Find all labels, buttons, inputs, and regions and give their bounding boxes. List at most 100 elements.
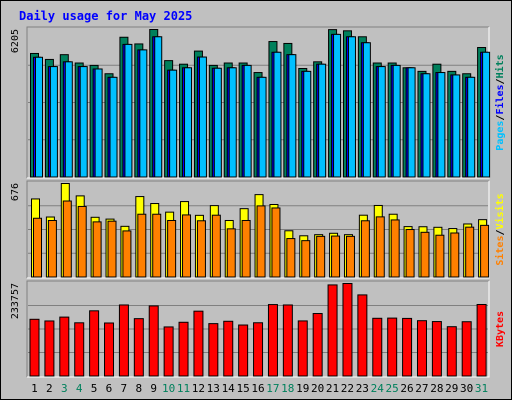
bottom-legend-item-1: KBytes	[495, 311, 506, 347]
pages-bar-5	[94, 68, 103, 178]
pages-bar-11	[184, 67, 193, 178]
middle-max-label: 676	[10, 183, 21, 201]
sites-bar-19	[301, 240, 311, 278]
pages-bar-15	[243, 64, 252, 178]
sites-bar-17	[271, 207, 281, 278]
middle-legend-item-1: Sites	[494, 236, 506, 266]
kbytes-bar-9	[148, 305, 159, 377]
day-label-2: 2	[46, 382, 53, 395]
sites-bar-12	[196, 220, 206, 278]
kbytes-bar-16	[253, 322, 264, 377]
sites-bar-29	[450, 232, 460, 278]
kbytes-bar-24	[372, 317, 383, 377]
pages-bar-6	[109, 76, 118, 178]
sites-bar-18	[286, 238, 296, 278]
kbytes-bar-2	[44, 320, 55, 377]
kbytes-bar-21	[327, 284, 338, 377]
kbytes-bar-13	[208, 323, 219, 377]
kbytes-bar-6	[104, 322, 115, 377]
pages-bar-21	[333, 33, 342, 178]
day-label-25: 25	[386, 382, 399, 395]
sites-bar-31	[480, 224, 490, 278]
middle-legend-item-3: Visits	[494, 193, 506, 229]
sites-bar-2	[47, 219, 57, 278]
bottom-legend: KBytes	[495, 311, 506, 347]
sites-bar-20	[316, 235, 326, 278]
day-label-7: 7	[121, 382, 128, 395]
day-label-30: 30	[460, 382, 473, 395]
top-legend-item-2: /	[495, 115, 506, 121]
pages-bar-25	[392, 64, 401, 178]
middle-panel-shadow-edge	[26, 180, 489, 278]
top-legend-item-5: Hits	[494, 54, 506, 78]
kbytes-bar-12	[193, 310, 204, 377]
kbytes-bar-17	[267, 304, 278, 377]
day-label-20: 20	[311, 382, 324, 395]
day-label-29: 29	[445, 382, 458, 395]
middle-legend: Sites/Visits	[494, 193, 506, 265]
bottom-panel-shadow-edge	[26, 280, 489, 377]
top-panel	[26, 26, 491, 179]
top-legend-item-4: /	[495, 78, 506, 84]
pages-bar-3	[64, 61, 73, 178]
kbytes-bar-27	[416, 320, 427, 377]
top-legend: Pages/Files/Hits	[494, 54, 506, 150]
sites-bar-24	[375, 216, 385, 278]
x-axis-day-labels: 1 2 3 4 5 6 7 8 9 10 11 12 13 14 15 16 17 18 19 20 21 22 23 24 2…	[31, 382, 488, 395]
kbytes-bar-3	[59, 316, 70, 377]
kbytes-bar-19	[297, 320, 308, 377]
sites-bar-14	[226, 228, 236, 278]
sites-bar-6	[107, 220, 117, 278]
sites-bar-13	[211, 214, 221, 278]
top-panel-shadow-edge	[26, 26, 489, 178]
pages-bar-12	[198, 56, 207, 178]
pages-bar-31	[482, 51, 491, 178]
kbytes-bar-30	[461, 321, 472, 377]
pages-bar-17	[273, 51, 282, 178]
pages-bar-7	[124, 43, 133, 178]
day-label-24: 24	[371, 382, 385, 395]
sites-bar-26	[405, 229, 415, 278]
day-label-28: 28	[430, 382, 443, 395]
day-label-11: 11	[177, 382, 190, 395]
sites-bar-9	[152, 213, 162, 278]
pages-bar-22	[347, 36, 356, 178]
pages-bar-28	[437, 72, 446, 178]
top-legend-item-1: Pages	[495, 121, 506, 151]
day-label-17: 17	[266, 382, 279, 395]
sites-bar-4	[77, 205, 87, 278]
pages-bar-27	[422, 73, 431, 178]
kbytes-bar-26	[402, 317, 413, 377]
bottom-max-label: 233757	[10, 283, 21, 319]
top-max-label: 6205	[10, 29, 21, 53]
day-label-16: 16	[251, 382, 264, 395]
kbytes-bar-20	[312, 313, 323, 377]
sites-bar-5	[92, 221, 102, 278]
top-legend-item-3: Files	[494, 84, 506, 114]
kbytes-bar-1	[29, 318, 40, 377]
kbytes-bar-25	[387, 317, 398, 377]
pages-bar-30	[467, 76, 476, 178]
day-label-31: 31	[475, 382, 488, 395]
chart-title: Daily usage for May 2025	[19, 9, 192, 23]
pages-bar-13	[213, 67, 222, 178]
pages-bar-29	[452, 74, 461, 178]
pages-bar-18	[288, 54, 297, 178]
sites-bar-7	[122, 230, 132, 278]
day-label-22: 22	[341, 382, 354, 395]
sites-bar-10	[167, 219, 177, 278]
day-label-9: 9	[150, 382, 157, 395]
pages-bar-4	[79, 66, 88, 178]
sites-bar-22	[345, 235, 355, 278]
sites-bar-16	[256, 205, 266, 278]
pages-bar-1	[35, 56, 43, 178]
pages-bar-8	[139, 49, 148, 178]
pages-bar-14	[228, 67, 237, 178]
sites-bar-27	[420, 231, 430, 278]
day-label-23: 23	[356, 382, 369, 395]
day-label-14: 14	[222, 382, 236, 395]
day-label-26: 26	[400, 382, 413, 395]
kbytes-bar-8	[133, 318, 144, 377]
